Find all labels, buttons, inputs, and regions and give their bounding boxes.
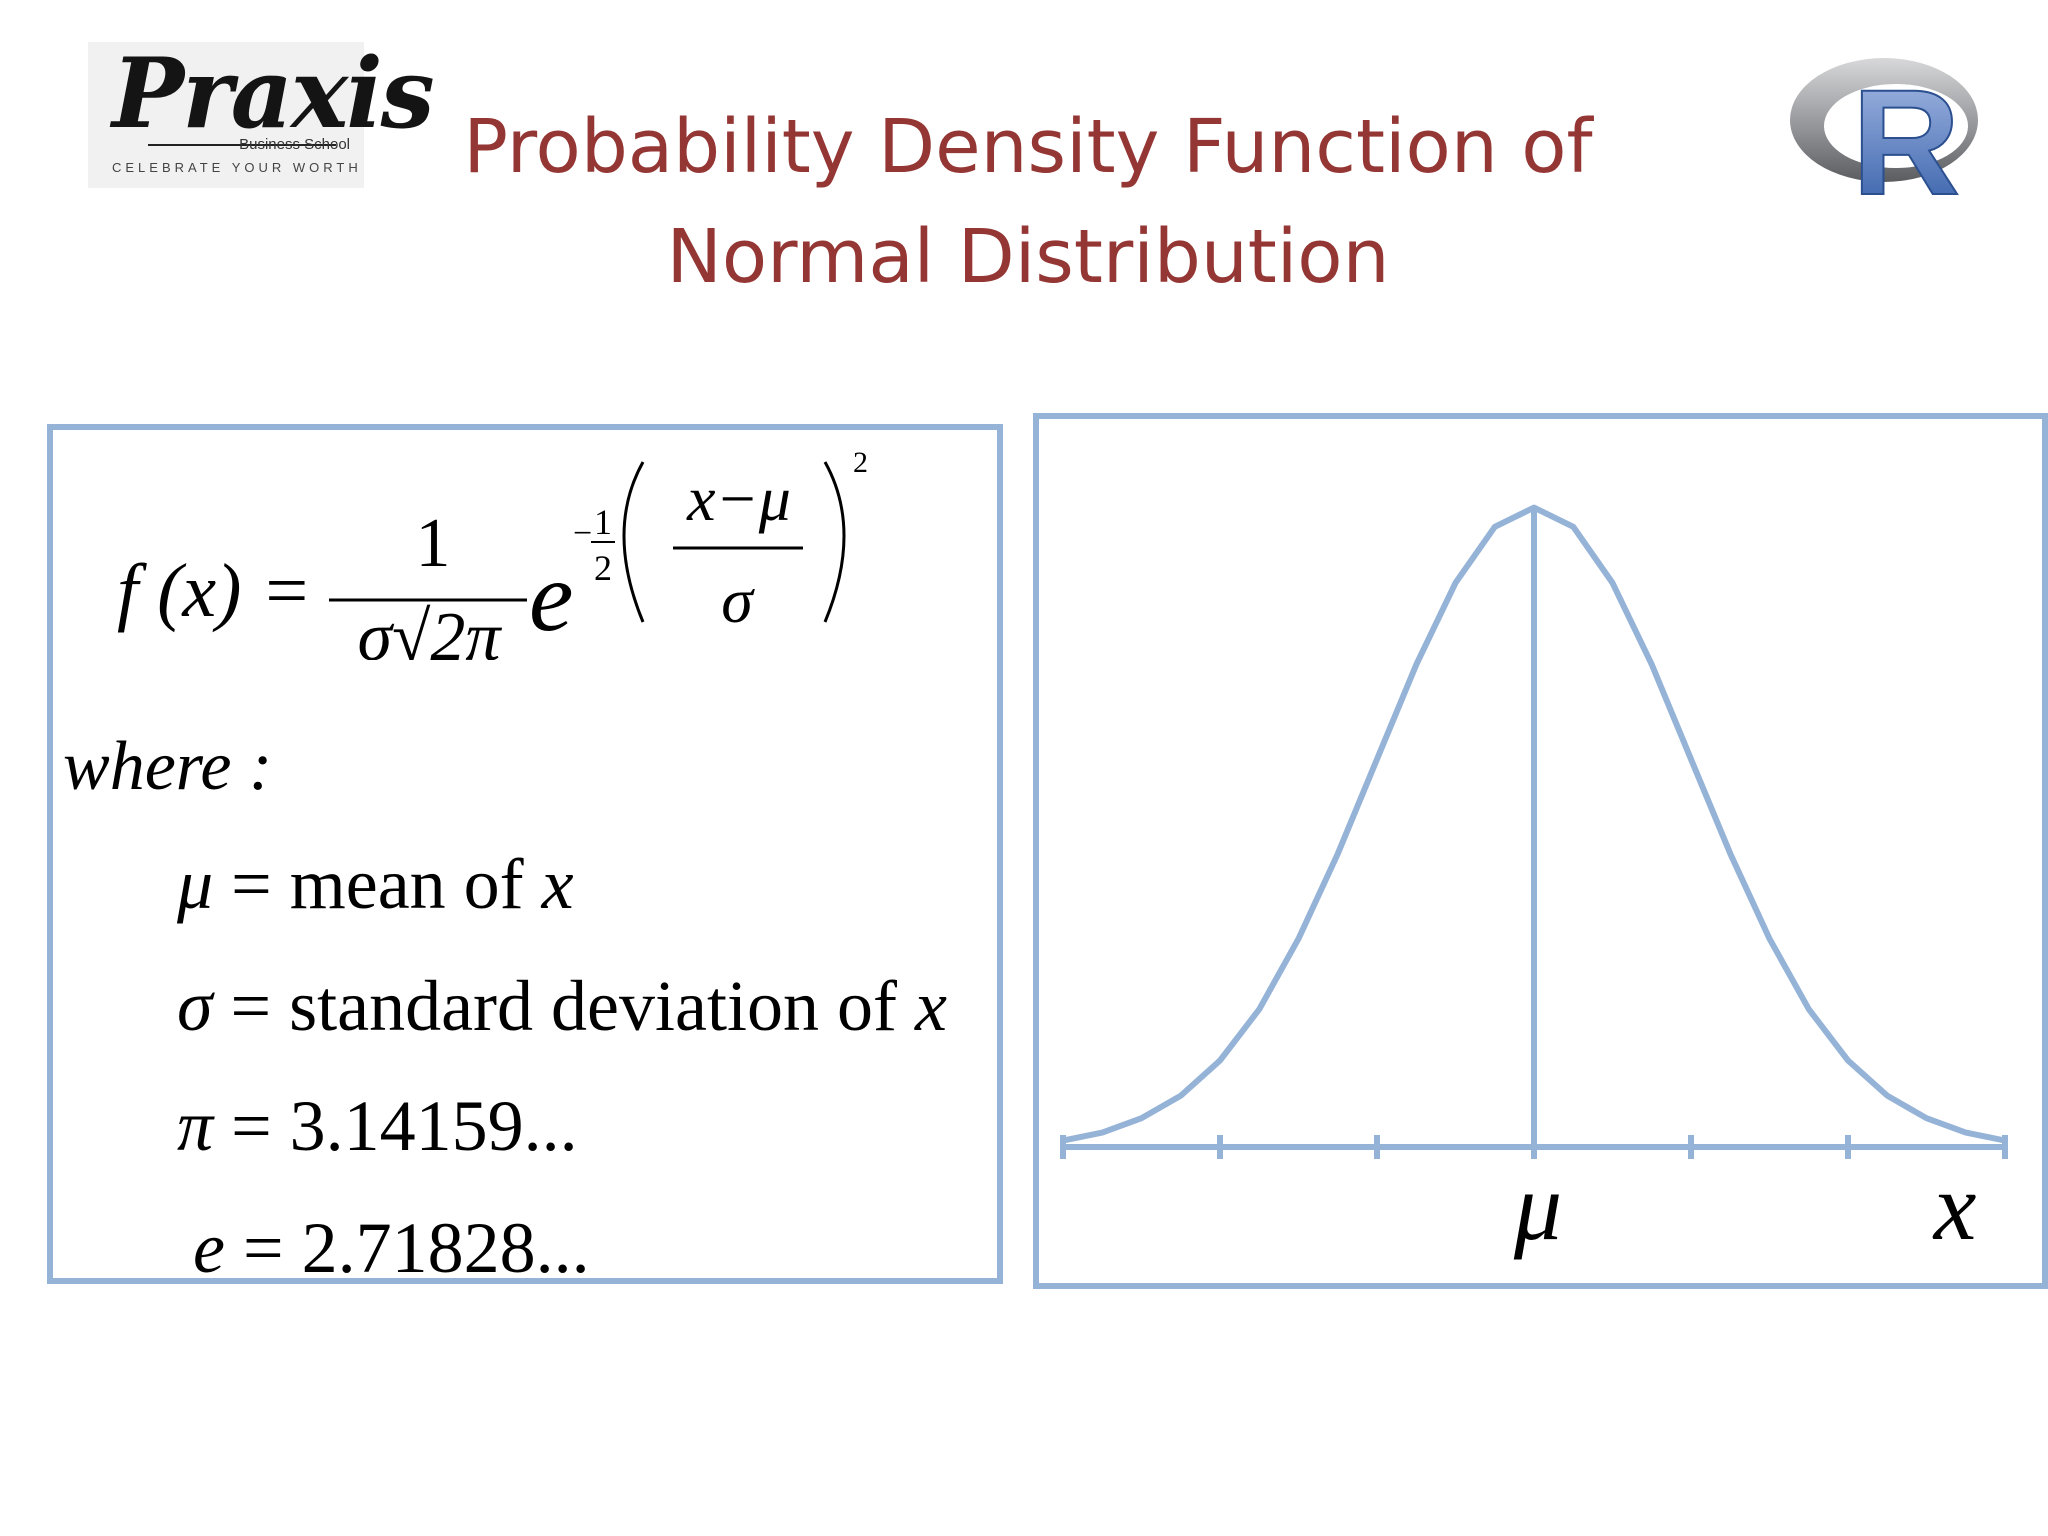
praxis-brand: Praxis bbox=[112, 37, 435, 150]
formula-denominator: σ√2π bbox=[357, 599, 502, 660]
mean-label: μ bbox=[1513, 1153, 1562, 1260]
def-mean-text: = mean of bbox=[231, 844, 542, 924]
formula-power: 2 bbox=[853, 446, 868, 479]
def-sd-symbol: σ bbox=[177, 966, 213, 1046]
formula-numerator: 1 bbox=[416, 505, 451, 582]
def-pi: π = 3.14159... bbox=[177, 1090, 578, 1162]
praxis-tagline: CELEBRATE YOUR WORTH bbox=[112, 160, 362, 175]
def-pi-text: = 3.14159... bbox=[231, 1086, 578, 1166]
def-pi-symbol: π bbox=[177, 1086, 214, 1166]
title-line-2: Normal Distribution bbox=[666, 214, 1390, 300]
formula-exp-den: 2 bbox=[594, 548, 612, 588]
formula-exp-num: 1 bbox=[594, 502, 612, 542]
x-axis-label: x bbox=[1932, 1153, 1977, 1260]
def-sd-text: = standard deviation of bbox=[230, 966, 915, 1046]
pdf-formula: f (x) = 1 σ√2π e − 1 2 x−μ σ 2 bbox=[117, 446, 868, 660]
formula-left-paren bbox=[622, 461, 645, 623]
r-logo-letter: R bbox=[1852, 58, 1960, 202]
normal-curve-chart: μ x bbox=[1060, 504, 2008, 1260]
formula-panel: f (x) = 1 σ√2π e − 1 2 x−μ σ 2 where : μ… bbox=[47, 424, 1003, 1284]
def-mean-var: x bbox=[541, 844, 574, 924]
formula-inner-den: σ bbox=[721, 565, 755, 636]
chart-panel: μ x bbox=[1033, 413, 2048, 1289]
praxis-rule bbox=[148, 144, 336, 146]
praxis-subtitle: Business School bbox=[239, 136, 350, 153]
def-e-symbol: e bbox=[193, 1208, 225, 1288]
def-mean-symbol: μ bbox=[177, 844, 214, 924]
where-label: where : bbox=[63, 728, 273, 805]
def-sd-var: x bbox=[914, 966, 947, 1046]
normal-curve bbox=[1062, 504, 2006, 1144]
formula-base-e: e bbox=[529, 541, 573, 652]
praxis-logo: Praxis Business School CELEBRATE YOUR WO… bbox=[88, 42, 435, 188]
formula-exp-sign: − bbox=[573, 515, 592, 552]
def-mean: μ = mean of x bbox=[177, 848, 574, 920]
r-logo-ring-hole bbox=[1824, 84, 1968, 168]
def-e-text: = 2.71828... bbox=[242, 1208, 590, 1288]
title-line-1: Probability Density Function of bbox=[463, 104, 1593, 190]
def-e: e = 2.71828... bbox=[193, 1212, 590, 1284]
page-title: Probability Density Function of Normal D… bbox=[400, 92, 1656, 312]
formula-right-paren bbox=[823, 461, 846, 623]
r-logo: R bbox=[1790, 57, 1978, 202]
def-sd: σ = standard deviation of x bbox=[177, 970, 947, 1042]
formula-inner-num: x−μ bbox=[686, 463, 791, 534]
formula-lhs: f (x) = bbox=[117, 549, 312, 633]
